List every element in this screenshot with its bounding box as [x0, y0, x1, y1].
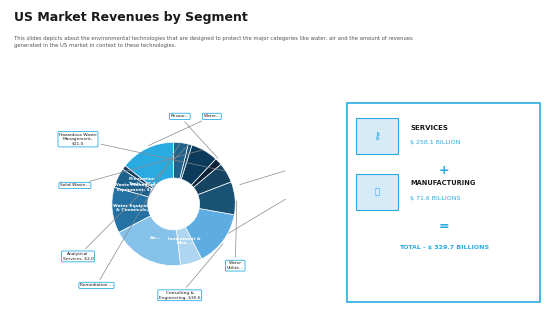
Wedge shape: [192, 159, 221, 187]
Text: In Billions: In Billions: [253, 74, 310, 84]
Text: Water
Utilite...: Water Utilite...: [227, 201, 244, 270]
Wedge shape: [181, 145, 216, 185]
Text: Solid Waste...: Solid Waste...: [60, 150, 203, 187]
Wedge shape: [112, 187, 151, 232]
FancyBboxPatch shape: [356, 118, 398, 154]
Wedge shape: [174, 142, 188, 179]
Wedge shape: [114, 169, 152, 197]
Text: TOTAL - $ 329.7 BILLIONS: TOTAL - $ 329.7 BILLIONS: [399, 245, 489, 250]
FancyBboxPatch shape: [347, 103, 540, 302]
Text: SERVICES: SERVICES: [410, 125, 448, 131]
Wedge shape: [123, 166, 153, 189]
Text: Resour...: Resour...: [170, 114, 218, 158]
Wedge shape: [180, 144, 192, 179]
Text: Prevention
Tech., $2.3: Prevention Tech., $2.3: [129, 177, 156, 185]
Text: $ 258.1 BILLION: $ 258.1 BILLION: [410, 140, 460, 145]
Text: Remediation ...: Remediation ...: [80, 143, 180, 287]
Text: ⚷: ⚷: [373, 131, 380, 141]
FancyBboxPatch shape: [356, 174, 398, 210]
Text: $ 71.6 BILLIONS: $ 71.6 BILLIONS: [410, 196, 460, 201]
Wedge shape: [176, 227, 202, 265]
Text: Waste Management
Equipment, $10.8: Waste Management Equipment, $10.8: [114, 183, 163, 192]
Text: Air...: Air...: [150, 236, 161, 240]
Text: =: =: [438, 220, 449, 233]
Text: +: +: [438, 164, 449, 177]
Text: Consulting &
Engineering, $30.6: Consulting & Engineering, $30.6: [159, 244, 223, 300]
Text: MANUFACTURING: MANUFACTURING: [410, 180, 475, 186]
Text: Water...: Water...: [148, 114, 220, 146]
Wedge shape: [198, 182, 235, 215]
Wedge shape: [185, 209, 234, 259]
Text: Hazardous Waste
Management,
$11.0: Hazardous Waste Management, $11.0: [59, 133, 226, 171]
Wedge shape: [193, 164, 231, 195]
Text: This slides depicts about the environmental technologies that are designed to pr: This slides depicts about the environmen…: [14, 36, 413, 48]
Text: Instrument &
Mea....: Instrument & Mea....: [169, 237, 201, 245]
Wedge shape: [125, 142, 174, 188]
Text: Analytical
Services, $2.0: Analytical Services, $2.0: [63, 145, 189, 261]
Text: US Market Revenues by Segment: US Market Revenues by Segment: [14, 11, 248, 24]
Wedge shape: [119, 216, 180, 266]
Text: ⛭: ⛭: [374, 187, 379, 197]
Text: Water Equipment
& Chemicals,...: Water Equipment & Chemicals,...: [114, 204, 156, 212]
